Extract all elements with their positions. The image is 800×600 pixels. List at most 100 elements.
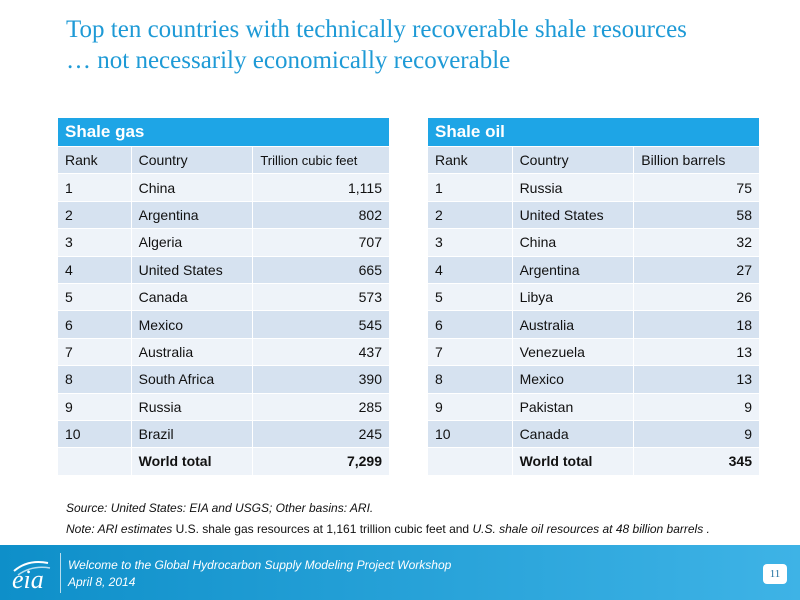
rank-cell: 9 [57,392,132,421]
column-header: Country [511,145,635,175]
rank-cell: 7 [57,337,132,367]
table-row: 9 Pakistan 9 [427,392,760,421]
footer-divider [60,553,61,593]
column-header: Rank [427,145,513,175]
value-cell: 75 [633,173,760,202]
rank-cell: 2 [57,200,132,230]
country-cell: Argentina [511,255,635,284]
table-row: 3 China 32 [427,228,760,257]
country-cell: United States [130,255,254,284]
table-row: 6 Mexico 545 [57,310,390,339]
value-cell: 9 [633,392,760,421]
table-row: 5 Canada 573 [57,282,390,312]
rank-cell: 1 [57,173,132,202]
column-header-row: Rank Country Trillion cubic feet [57,145,390,175]
value-cell: 26 [633,282,760,312]
rank-cell: 4 [427,255,513,284]
country-cell: Libya [511,282,635,312]
country-cell: Mexico [511,365,635,394]
column-header: Rank [57,145,132,175]
table-row: 7 Australia 437 [57,337,390,367]
table-row: 6 Australia 18 [427,310,760,339]
table-cell [57,447,132,476]
table-heading-row: Shale oil [427,117,760,147]
country-cell: South Africa [130,365,254,394]
rank-cell: 3 [57,228,132,257]
value-cell: 13 [633,365,760,394]
eia-logo-text: eia [12,565,44,594]
value-cell: 285 [252,392,390,421]
total-row: World total 7,299 [57,447,390,476]
rank-cell: 8 [57,365,132,394]
rank-cell: 1 [427,173,513,202]
rank-cell: 7 [427,337,513,367]
slide-title: Top ten countries with technically recov… [66,14,786,76]
footer-event-title: Welcome to the Global Hydrocarbon Supply… [68,558,452,572]
value-cell: 802 [252,200,390,230]
country-cell: Russia [130,392,254,421]
page-number: 11 [763,564,787,584]
table-row: 3 Algeria 707 [57,228,390,257]
country-cell: Russia [511,173,635,202]
rank-cell: 6 [57,310,132,339]
value-cell: 1,115 [252,173,390,202]
value-cell: 32 [633,228,760,257]
table-row: 1 Russia 75 [427,173,760,202]
rank-cell: 2 [427,200,513,230]
table-row: 8 South Africa 390 [57,365,390,394]
total-label: World total [511,447,635,476]
table-heading: Shale oil [427,117,760,147]
country-cell: Algeria [130,228,254,257]
table-row: 10 Brazil 245 [57,419,390,449]
source-note: Source: United States: EIA and USGS; Oth… [66,501,374,515]
rank-cell: 10 [57,419,132,449]
value-cell: 18 [633,310,760,339]
value-cell: 665 [252,255,390,284]
value-cell: 437 [252,337,390,367]
eia-logo-icon [13,561,51,576]
total-label: World total [130,447,254,476]
rank-cell: 3 [427,228,513,257]
country-cell: Venezuela [511,337,635,367]
country-cell: Brazil [130,419,254,449]
value-cell: 27 [633,255,760,284]
table-row: 7 Venezuela 13 [427,337,760,367]
rank-cell: 9 [427,392,513,421]
note-part-2: U.S. shale gas resources at 1,161 trilli… [175,522,473,536]
footer-date: April 8, 2014 [68,575,136,589]
shale-oil-table: Shale oil Rank Country Billion barrels 1… [427,117,760,476]
rank-cell: 10 [427,419,513,449]
table-row: 9 Russia 285 [57,392,390,421]
value-cell: 573 [252,282,390,312]
footnote: Note: ARI estimates U.S. shale gas resou… [66,522,710,536]
country-cell: United States [511,200,635,230]
table-row: 5 Libya 26 [427,282,760,312]
table-heading: Shale gas [57,117,390,147]
table-body: 1 Russia 75 2 United States 58 3 China 32 4 Argent… [427,173,760,449]
value-cell: 13 [633,337,760,367]
rank-cell: 4 [57,255,132,284]
country-cell: Australia [511,310,635,339]
table-row: 2 United States 58 [427,200,760,230]
table-heading-row: Shale gas [57,117,390,147]
table-body: 1 China 1,115 2 Argentina 802 3 Algeria 707 4 Unit… [57,173,390,449]
table-row: 1 China 1,115 [57,173,390,202]
shale-gas-table: Shale gas Rank Country Trillion cubic fe… [57,117,390,476]
column-header: Billion barrels [633,145,760,175]
country-cell: Argentina [130,200,254,230]
column-header: Country [130,145,254,175]
total-value: 345 [633,447,760,476]
column-header-row: Rank Country Billion barrels [427,145,760,175]
value-cell: 9 [633,419,760,449]
rank-cell: 6 [427,310,513,339]
table-cell [427,447,513,476]
note-part-1: Note: ARI estimates [66,522,176,536]
country-cell: China [130,173,254,202]
table-row: 2 Argentina 802 [57,200,390,230]
total-value: 7,299 [252,447,390,476]
title-line-2: … not necessarily economically recoverab… [66,47,511,74]
value-cell: 545 [252,310,390,339]
footer-bar: eia Welcome to the Global Hydrocarbon Su… [0,545,800,600]
country-cell: Australia [130,337,254,367]
value-cell: 58 [633,200,760,230]
